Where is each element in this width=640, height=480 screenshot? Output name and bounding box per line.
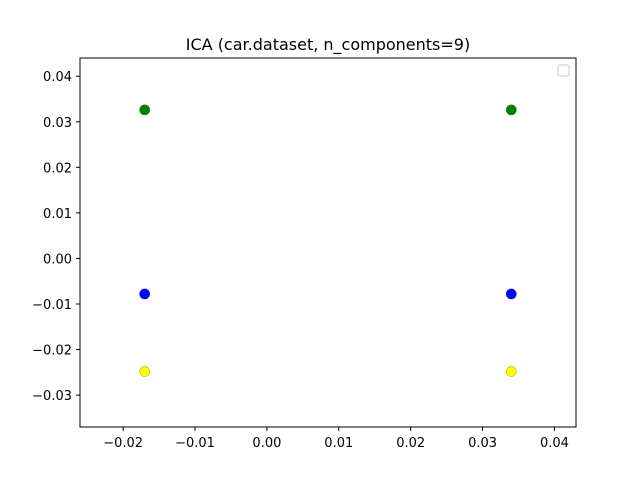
x-tick-label: 0.02 [396, 436, 425, 451]
y-tick-label: −0.03 [32, 389, 72, 404]
plot-frame [79, 57, 577, 428]
y-tick-label: 0.02 [43, 161, 72, 176]
y-tick-label: 0.01 [43, 207, 72, 222]
chart-title: ICA (car.dataset, n_components=9) [186, 35, 470, 55]
y-tick-label: 0.00 [43, 252, 72, 267]
x-tick-label: 0.03 [468, 436, 497, 451]
x-tick-label: −0.02 [103, 436, 143, 451]
legend [557, 64, 570, 77]
data-point [506, 288, 517, 300]
x-tick-label: 0.04 [540, 436, 569, 451]
x-tick-label: 0.00 [252, 436, 281, 451]
data-point [506, 104, 517, 116]
y-tick-label: −0.01 [32, 298, 72, 313]
x-tick-label: −0.01 [175, 436, 215, 451]
data-point [139, 366, 150, 377]
data-point [139, 288, 150, 300]
y-axis: −0.03 −0.02 −0.01 0.00 0.01 0.02 0.03 0.04 [32, 70, 80, 404]
data-point [139, 104, 150, 116]
legend-box [557, 64, 570, 77]
y-tick-label: 0.03 [43, 116, 72, 131]
x-tick-label: 0.01 [324, 436, 353, 451]
x-axis: −0.02 −0.01 0.00 0.01 0.02 0.03 0.04 [103, 427, 569, 451]
y-tick-label: 0.04 [43, 70, 72, 85]
y-tick-label: −0.02 [32, 344, 72, 359]
data-point [506, 366, 517, 377]
plot-area [79, 57, 577, 428]
